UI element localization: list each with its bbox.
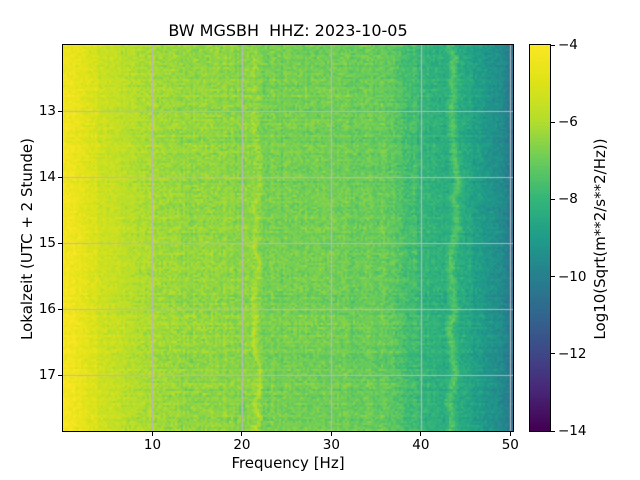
x-tick-mark: [241, 432, 243, 436]
colorbar-tick-mark: [551, 430, 555, 432]
colorbar-tick-label: −8: [558, 191, 578, 208]
x-tick-mark: [151, 432, 153, 436]
colorbar-tick-mark: [551, 198, 555, 200]
x-tick-label: 50: [501, 437, 519, 453]
colorbar-tick-mark: [551, 276, 555, 278]
y-tick-mark: [58, 374, 62, 376]
y-tick-mark: [58, 110, 62, 112]
plot-title: BW MGSBH HHZ: 2023-10-05: [168, 21, 408, 40]
y-tick-label: 17: [38, 367, 56, 384]
y-tick-label: 14: [38, 169, 56, 186]
x-tick-mark: [509, 432, 511, 436]
y-tick-mark: [58, 242, 62, 244]
x-tick-label: 10: [143, 437, 162, 453]
colorbar: [529, 44, 551, 432]
colorbar-tick-label: −6: [558, 114, 578, 131]
y-tick-mark: [58, 176, 62, 178]
x-tick-label: 20: [233, 437, 251, 453]
x-tick-label: 40: [412, 437, 430, 453]
colorbar-tick-mark: [551, 44, 555, 46]
colorbar-tick-mark: [551, 121, 555, 123]
colorbar-tick-label: −4: [558, 37, 578, 53]
colorbar-tick-label: −10: [558, 268, 587, 285]
x-tick-mark: [330, 432, 332, 436]
x-tick-label: 30: [322, 437, 340, 453]
colorbar-tick-mark: [551, 353, 555, 355]
spectrogram-canvas: [63, 45, 513, 431]
x-axis-label: Frequency [Hz]: [231, 454, 345, 472]
y-tick-label: 13: [38, 103, 56, 120]
colorbar-canvas: [530, 45, 550, 431]
colorbar-label: Log10(Sqrt(m**2/s**2/Hz)): [591, 138, 609, 340]
plot-area: [62, 44, 514, 432]
colorbar-tick-label: −14: [558, 423, 587, 439]
x-tick-mark: [420, 432, 422, 436]
y-tick-label: 15: [38, 235, 56, 252]
colorbar-tick-label: −12: [558, 345, 587, 362]
y-tick-label: 16: [38, 301, 56, 318]
y-tick-mark: [58, 308, 62, 310]
